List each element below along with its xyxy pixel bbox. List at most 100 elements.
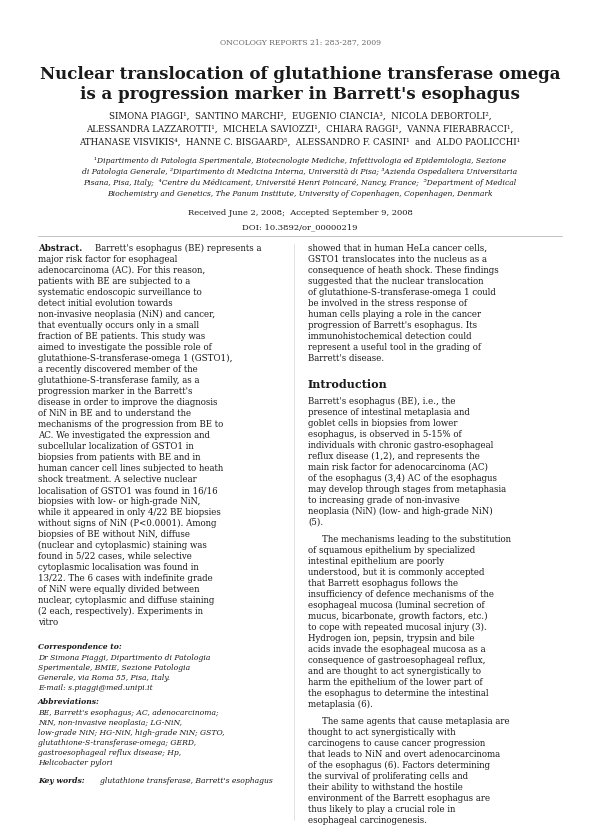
Text: di Patologia Generale, ²Dipartimento di Medicina Interna, Università di Pisa; ³A: di Patologia Generale, ²Dipartimento di … bbox=[82, 168, 518, 176]
Text: a recently discovered member of the: a recently discovered member of the bbox=[38, 365, 198, 374]
Text: (nuclear and cytoplasmic) staining was: (nuclear and cytoplasmic) staining was bbox=[38, 541, 207, 550]
Text: fraction of BE patients. This study was: fraction of BE patients. This study was bbox=[38, 332, 205, 341]
Text: Key words:: Key words: bbox=[38, 777, 85, 785]
Text: esophageal mucosa (luminal secretion of: esophageal mucosa (luminal secretion of bbox=[308, 601, 485, 610]
Text: carcinogens to cause cancer progression: carcinogens to cause cancer progression bbox=[308, 739, 485, 748]
Text: The same agents that cause metaplasia are: The same agents that cause metaplasia ar… bbox=[322, 717, 509, 726]
Text: intestinal epithelium are poorly: intestinal epithelium are poorly bbox=[308, 557, 444, 566]
Text: aimed to investigate the possible role of: aimed to investigate the possible role o… bbox=[38, 343, 212, 352]
Text: Dr Simona Piaggi, Dipartimento di Patologia: Dr Simona Piaggi, Dipartimento di Patolo… bbox=[38, 654, 211, 662]
Text: understood, but it is commonly accepted: understood, but it is commonly accepted bbox=[308, 568, 485, 577]
Text: cytoplasmic localisation was found in: cytoplasmic localisation was found in bbox=[38, 563, 199, 572]
Text: ONCOLOGY REPORTS 21: 283-287, 2009: ONCOLOGY REPORTS 21: 283-287, 2009 bbox=[220, 38, 380, 46]
Text: human cells playing a role in the cancer: human cells playing a role in the cancer bbox=[308, 310, 481, 319]
Text: ¹Dipartimento di Patologia Sperimentale, Biotecnologie Mediche, Infettivologia e: ¹Dipartimento di Patologia Sperimentale,… bbox=[94, 157, 506, 165]
Text: nuclear, cytoplasmic and diffuse staining: nuclear, cytoplasmic and diffuse stainin… bbox=[38, 596, 214, 605]
Text: BE, Barrett's esophagus; AC, adenocarcinoma;: BE, Barrett's esophagus; AC, adenocarcin… bbox=[38, 709, 218, 717]
Text: AC. We investigated the expression and: AC. We investigated the expression and bbox=[38, 431, 210, 440]
Text: without signs of NiN (P<0.0001). Among: without signs of NiN (P<0.0001). Among bbox=[38, 519, 217, 528]
Text: ATHANASE VISVIKIS⁴,  HANNE C. BISGAARD⁵,  ALESSANDRO F. CASINI¹  and  ALDO PAOLI: ATHANASE VISVIKIS⁴, HANNE C. BISGAARD⁵, … bbox=[79, 138, 521, 147]
Text: goblet cells in biopsies from lower: goblet cells in biopsies from lower bbox=[308, 419, 458, 428]
Text: of NiN in BE and to understand the: of NiN in BE and to understand the bbox=[38, 409, 191, 418]
Text: human cancer cell lines subjected to heath: human cancer cell lines subjected to hea… bbox=[38, 464, 223, 473]
Text: E-mail: s.piaggi@med.unipi.it: E-mail: s.piaggi@med.unipi.it bbox=[38, 684, 153, 692]
Text: may develop through stages from metaphasia: may develop through stages from metaphas… bbox=[308, 485, 506, 494]
Text: Introduction: Introduction bbox=[308, 379, 388, 390]
Text: biopsies with low- or high-grade NiN,: biopsies with low- or high-grade NiN, bbox=[38, 497, 200, 506]
Text: reflux disease (1,2), and represents the: reflux disease (1,2), and represents the bbox=[308, 452, 480, 461]
Text: the survival of proliferating cells and: the survival of proliferating cells and bbox=[308, 772, 468, 781]
Text: that eventually occurs only in a small: that eventually occurs only in a small bbox=[38, 321, 199, 330]
Text: of glutathione-S-transferase-omega 1 could: of glutathione-S-transferase-omega 1 cou… bbox=[308, 288, 496, 297]
Text: represent a useful tool in the grading of: represent a useful tool in the grading o… bbox=[308, 343, 481, 352]
Text: harm the epithelium of the lower part of: harm the epithelium of the lower part of bbox=[308, 678, 482, 687]
Text: of the esophagus (3,4) AC of the esophagus: of the esophagus (3,4) AC of the esophag… bbox=[308, 474, 497, 483]
Text: the esophagus to determine the intestinal: the esophagus to determine the intestina… bbox=[308, 689, 488, 698]
Text: Biochemistry and Genetics, The Panum Institute, University of Copenhagen, Copenh: Biochemistry and Genetics, The Panum Ins… bbox=[107, 190, 493, 198]
Text: patients with BE are subjected to a: patients with BE are subjected to a bbox=[38, 277, 190, 286]
Text: vitro: vitro bbox=[38, 618, 58, 627]
Text: esophageal carcinogenesis.: esophageal carcinogenesis. bbox=[308, 816, 427, 825]
Text: Sperimentale, BMIE, Sezione Patologia: Sperimentale, BMIE, Sezione Patologia bbox=[38, 664, 190, 672]
Text: suggested that the nuclear translocation: suggested that the nuclear translocation bbox=[308, 277, 484, 286]
Text: glutathione transferase, Barrett's esophagus: glutathione transferase, Barrett's esoph… bbox=[100, 777, 273, 785]
Text: Nuclear translocation of glutathione transferase omega: Nuclear translocation of glutathione tra… bbox=[40, 66, 560, 83]
Text: Abbreviations:: Abbreviations: bbox=[38, 698, 100, 706]
Text: Pisana, Pisa, Italy;  ⁴Centre du Médicament, Université Henri Poincaré, Nancy, F: Pisana, Pisa, Italy; ⁴Centre du Médicame… bbox=[83, 179, 517, 187]
Text: be involved in the stress response of: be involved in the stress response of bbox=[308, 299, 467, 308]
Text: low-grade NiN; HG-NiN, high-grade NiN; GSTO,: low-grade NiN; HG-NiN, high-grade NiN; G… bbox=[38, 729, 224, 737]
Text: Generale, via Roma 55, Pisa, Italy.: Generale, via Roma 55, Pisa, Italy. bbox=[38, 674, 170, 682]
Text: environment of the Barrett esophagus are: environment of the Barrett esophagus are bbox=[308, 794, 490, 803]
Text: GSTO1 translocates into the nucleus as a: GSTO1 translocates into the nucleus as a bbox=[308, 255, 487, 264]
Text: ALESSANDRA LAZZAROTTI¹,  MICHELA SAVIOZZI¹,  CHIARA RAGGI¹,  VANNA FIERABRACCI¹,: ALESSANDRA LAZZAROTTI¹, MICHELA SAVIOZZI… bbox=[86, 125, 514, 134]
Text: Barrett's esophagus (BE), i.e., the: Barrett's esophagus (BE), i.e., the bbox=[308, 397, 455, 406]
Text: non-invasive neoplasia (NiN) and cancer,: non-invasive neoplasia (NiN) and cancer, bbox=[38, 310, 215, 319]
Text: of squamous epithelium by specialized: of squamous epithelium by specialized bbox=[308, 546, 475, 555]
Text: mucus, bicarbonate, growth factors, etc.): mucus, bicarbonate, growth factors, etc.… bbox=[308, 612, 488, 621]
Text: mechanisms of the progression from BE to: mechanisms of the progression from BE to bbox=[38, 420, 223, 429]
Text: and are thought to act synergistically to: and are thought to act synergistically t… bbox=[308, 667, 481, 676]
Text: progression marker in the Barrett's: progression marker in the Barrett's bbox=[38, 387, 193, 396]
Text: thus likely to play a crucial role in: thus likely to play a crucial role in bbox=[308, 805, 455, 814]
Text: shock treatment. A selective nuclear: shock treatment. A selective nuclear bbox=[38, 475, 197, 484]
Text: glutathione-S-transferase-omega; GERD,: glutathione-S-transferase-omega; GERD, bbox=[38, 739, 196, 747]
Text: NiN, non-invasive neoplasia; LG-NiN,: NiN, non-invasive neoplasia; LG-NiN, bbox=[38, 719, 182, 727]
Text: biopsies of BE without NiN, diffuse: biopsies of BE without NiN, diffuse bbox=[38, 530, 190, 539]
Text: glutathione-S-transferase family, as a: glutathione-S-transferase family, as a bbox=[38, 376, 199, 385]
Text: disease in order to improve the diagnosis: disease in order to improve the diagnosi… bbox=[38, 398, 218, 407]
Text: DOI: 10.3892/or_00000219: DOI: 10.3892/or_00000219 bbox=[242, 223, 358, 231]
Text: that leads to NiN and overt adenocarcinoma: that leads to NiN and overt adenocarcino… bbox=[308, 750, 500, 759]
Text: main risk factor for adenocarcinoma (AC): main risk factor for adenocarcinoma (AC) bbox=[308, 463, 488, 472]
Text: adenocarcinoma (AC). For this reason,: adenocarcinoma (AC). For this reason, bbox=[38, 266, 205, 275]
Text: found in 5/22 cases, while selective: found in 5/22 cases, while selective bbox=[38, 552, 192, 561]
Text: SIMONA PIAGGI¹,  SANTINO MARCHI²,  EUGENIO CIANCIA³,  NICOLA DEBORTOLI²,: SIMONA PIAGGI¹, SANTINO MARCHI², EUGENIO… bbox=[109, 112, 491, 121]
Text: while it appeared in only 4/22 BE biopsies: while it appeared in only 4/22 BE biopsi… bbox=[38, 508, 221, 517]
Text: consequence of heath shock. These findings: consequence of heath shock. These findin… bbox=[308, 266, 499, 275]
Text: immunohistochemical detection could: immunohistochemical detection could bbox=[308, 332, 472, 341]
Text: localisation of GSTO1 was found in 16/16: localisation of GSTO1 was found in 16/16 bbox=[38, 486, 218, 495]
Text: of the esophagus (6). Factors determining: of the esophagus (6). Factors determinin… bbox=[308, 761, 490, 770]
Text: that Barrett esophagus follows the: that Barrett esophagus follows the bbox=[308, 579, 458, 588]
Text: (2 each, respectively). Experiments in: (2 each, respectively). Experiments in bbox=[38, 607, 203, 616]
Text: subcellular localization of GSTO1 in: subcellular localization of GSTO1 in bbox=[38, 442, 194, 451]
Text: their ability to withstand the hostile: their ability to withstand the hostile bbox=[308, 783, 463, 792]
Text: insufficiency of defence mechanisms of the: insufficiency of defence mechanisms of t… bbox=[308, 590, 494, 599]
Text: of NiN were equally divided between: of NiN were equally divided between bbox=[38, 585, 199, 594]
Text: thought to act synergistically with: thought to act synergistically with bbox=[308, 728, 455, 737]
Text: glutathione-S-transferase-omega 1 (GSTO1),: glutathione-S-transferase-omega 1 (GSTO1… bbox=[38, 354, 233, 363]
Text: Barrett's disease.: Barrett's disease. bbox=[308, 354, 384, 363]
Text: esophagus, is observed in 5-15% of: esophagus, is observed in 5-15% of bbox=[308, 430, 461, 439]
Text: biopsies from patients with BE and in: biopsies from patients with BE and in bbox=[38, 453, 200, 462]
Text: Helicobacter pylori: Helicobacter pylori bbox=[38, 759, 113, 767]
Text: is a progression marker in Barrett's esophagus: is a progression marker in Barrett's eso… bbox=[80, 86, 520, 103]
Text: consequence of gastroesophageal reflux,: consequence of gastroesophageal reflux, bbox=[308, 656, 485, 665]
Text: Correspondence to:: Correspondence to: bbox=[38, 643, 122, 651]
Text: systematic endoscopic surveillance to: systematic endoscopic surveillance to bbox=[38, 288, 202, 297]
Text: major risk factor for esophageal: major risk factor for esophageal bbox=[38, 255, 178, 264]
Text: presence of intestinal metaplasia and: presence of intestinal metaplasia and bbox=[308, 408, 470, 417]
Text: acids invade the esophageal mucosa as a: acids invade the esophageal mucosa as a bbox=[308, 645, 485, 654]
Text: Abstract.: Abstract. bbox=[38, 244, 82, 253]
Text: (5).: (5). bbox=[308, 518, 323, 527]
Text: showed that in human HeLa cancer cells,: showed that in human HeLa cancer cells, bbox=[308, 244, 487, 253]
Text: progression of Barrett's esophagus. Its: progression of Barrett's esophagus. Its bbox=[308, 321, 477, 330]
